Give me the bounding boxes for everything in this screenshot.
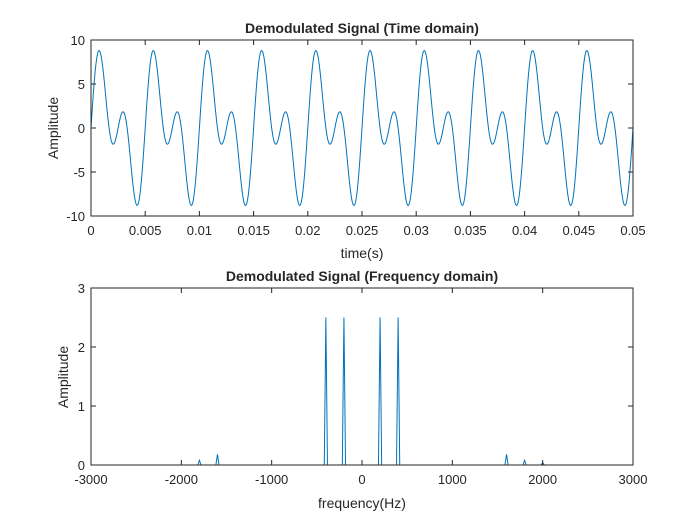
freq-x-tick-label: 2000 (528, 472, 557, 487)
time-axes-box (90, 39, 634, 217)
time-x-tick-label: 0.05 (620, 223, 645, 238)
time-y-tick-label: -10 (66, 209, 85, 224)
freq-y-tick-label: 3 (78, 281, 85, 296)
freq-axes-box (90, 287, 634, 466)
time-y-tick-label: 0 (78, 121, 85, 136)
freq-y-tick-label: 2 (78, 340, 85, 355)
freq-x-tick-label: 3000 (619, 472, 648, 487)
time-y-tick-label: 10 (71, 33, 85, 48)
freq-y-axis-label: Amplitude (55, 346, 71, 408)
time-plot-area (90, 49, 634, 207)
time-x-tick-label: 0.04 (512, 223, 537, 238)
time-x-tick-label: 0.01 (187, 223, 212, 238)
freq-y-tick-label: 1 (78, 399, 85, 414)
freq-peak (522, 458, 527, 466)
freq-chart-title: Demodulated Signal (Frequency domain) (226, 268, 498, 284)
time-x-tick-label: 0.045 (563, 223, 596, 238)
freq-y-tick-label: 0 (78, 458, 85, 473)
time-domain-subplot: Demodulated Signal (Time domain) 0 0.005 0… (45, 20, 646, 261)
time-y-tick-label: 5 (78, 77, 85, 92)
time-x-tick-label: 0.005 (129, 223, 162, 238)
time-axis-ticks: 0 0.005 0.01 0.015 0.02 0.025 0.03 0.035 0.04 0.0… (66, 33, 645, 238)
time-x-tick-label: 0.015 (237, 223, 270, 238)
freq-peak (396, 317, 401, 466)
freq-peak (323, 317, 328, 466)
time-y-tick-label: -5 (73, 165, 85, 180)
freq-x-tick-label: -3000 (74, 472, 107, 487)
freq-axis-ticks: -3000 -2000 -1000 0 1000 2000 3000 0 1 2 3 (74, 281, 647, 487)
time-x-axis-label: time(s) (341, 245, 384, 261)
freq-x-tick-label: -1000 (255, 472, 288, 487)
freq-x-tick-label: 1000 (438, 472, 467, 487)
freq-axes-background (91, 288, 633, 465)
time-x-tick-label: 0.02 (295, 223, 320, 238)
time-chart-title: Demodulated Signal (Time domain) (245, 20, 479, 36)
freq-peak (377, 317, 383, 466)
freq-peak (504, 454, 509, 466)
time-y-axis-label: Amplitude (45, 97, 61, 159)
time-signal-line (90, 49, 634, 207)
freq-x-tick-label: -2000 (165, 472, 198, 487)
frequency-domain-subplot: Demodulated Signal (Frequency domain) -3… (55, 268, 647, 511)
freq-peak (197, 458, 202, 466)
time-x-tick-label: 0 (87, 223, 94, 238)
time-x-tick-label: 0.03 (404, 223, 429, 238)
freq-peak (341, 317, 347, 466)
freq-peak (215, 454, 220, 466)
freq-x-axis-label: frequency(Hz) (318, 495, 406, 511)
time-x-tick-label: 0.035 (454, 223, 487, 238)
time-x-tick-label: 0.025 (346, 223, 379, 238)
freq-x-tick-label: 0 (358, 472, 365, 487)
